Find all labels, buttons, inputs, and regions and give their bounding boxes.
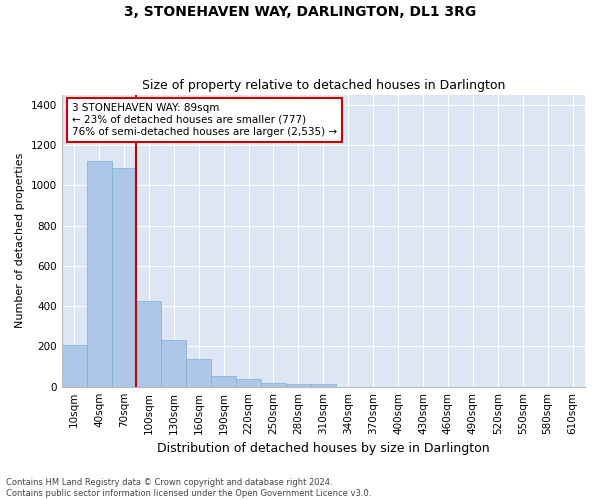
Bar [112,168,136,387]
Bar [186,358,211,387]
Bar [136,301,161,387]
X-axis label: Distribution of detached houses by size in Darlington: Distribution of detached houses by size … [157,442,490,455]
Bar [236,379,261,387]
Text: Contains HM Land Registry data © Crown copyright and database right 2024.
Contai: Contains HM Land Registry data © Crown c… [6,478,371,498]
Bar [286,384,311,387]
Bar [261,383,286,387]
Bar [311,384,336,387]
Bar [211,376,236,387]
Text: 3, STONEHAVEN WAY, DARLINGTON, DL1 3RG: 3, STONEHAVEN WAY, DARLINGTON, DL1 3RG [124,5,476,19]
Bar [86,161,112,387]
Y-axis label: Number of detached properties: Number of detached properties [15,153,25,328]
Bar [161,340,186,387]
Title: Size of property relative to detached houses in Darlington: Size of property relative to detached ho… [142,79,505,92]
Text: 3 STONEHAVEN WAY: 89sqm
← 23% of detached houses are smaller (777)
76% of semi-d: 3 STONEHAVEN WAY: 89sqm ← 23% of detache… [72,104,337,136]
Bar [62,346,86,387]
